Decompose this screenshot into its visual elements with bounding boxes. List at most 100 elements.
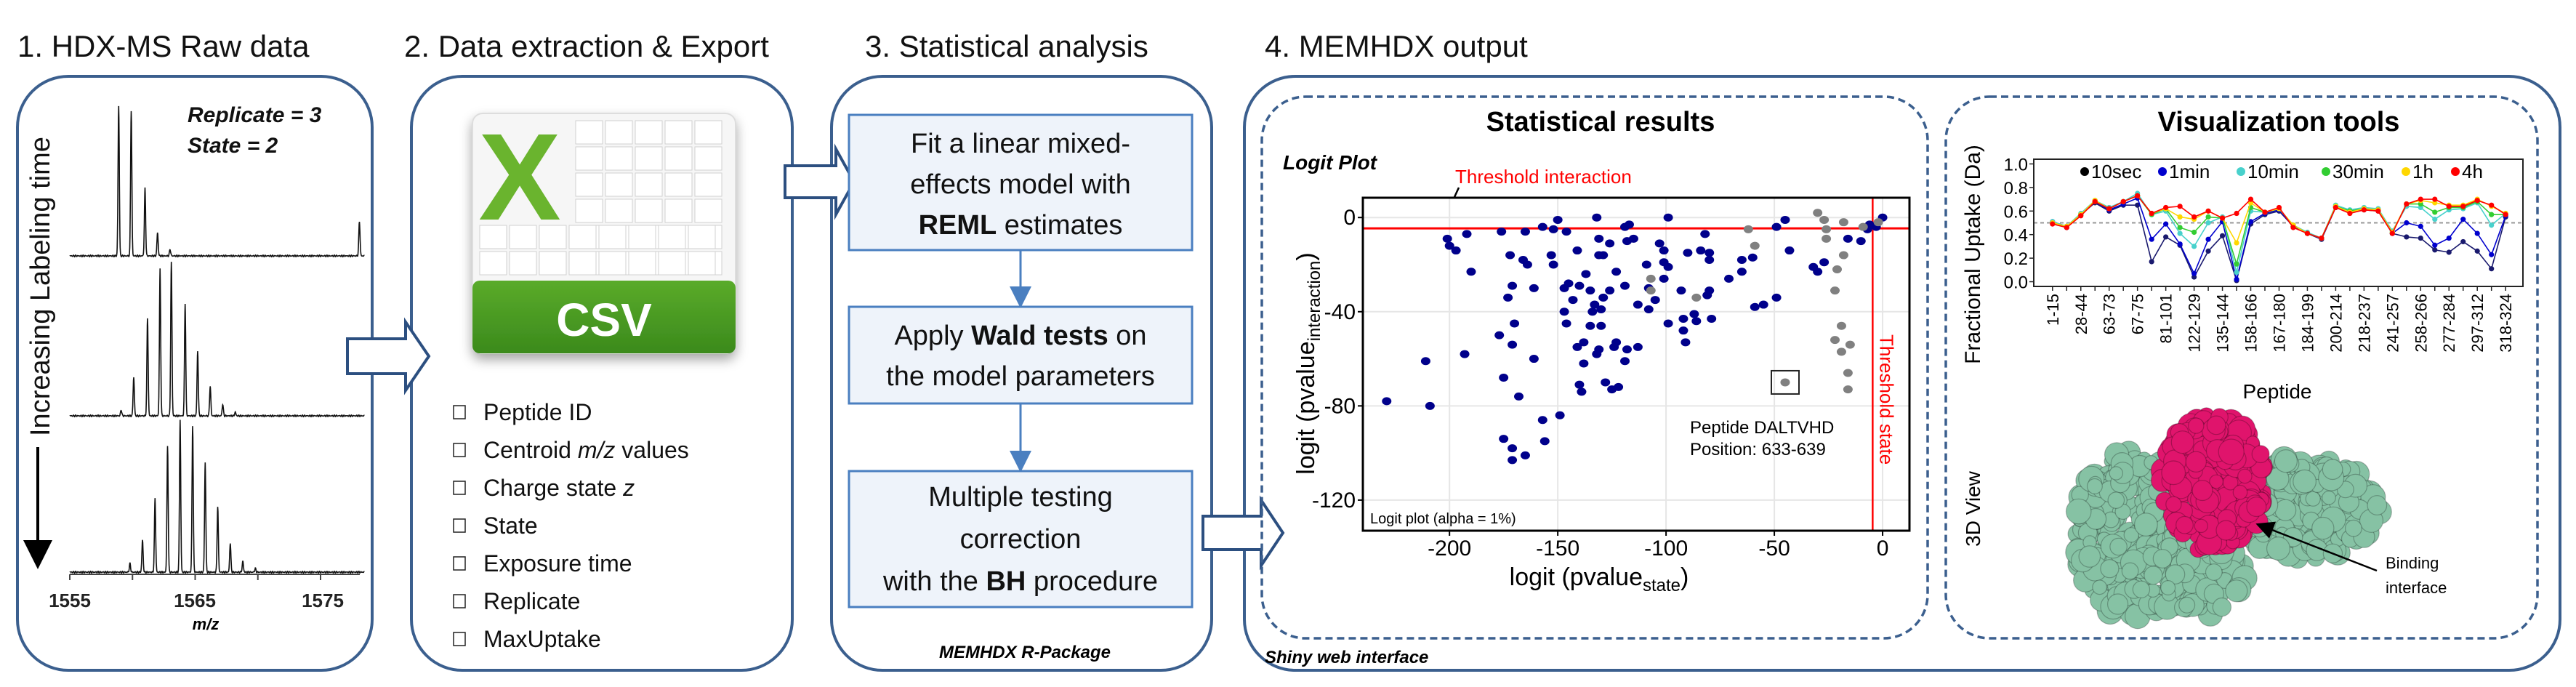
significant-peptide-point <box>1420 357 1430 366</box>
nonsignificant-peptide-point <box>1822 234 1832 243</box>
svg-text:Exposure time: Exposure time <box>483 550 632 576</box>
step-text: Fit a linear mixed- <box>911 129 1130 159</box>
significant-peptide-point <box>1678 326 1689 335</box>
grid-cell <box>605 172 633 197</box>
grid-cell <box>635 120 663 145</box>
significant-peptide-point <box>1442 234 1452 243</box>
significant-peptide-point <box>1704 256 1715 265</box>
nonsignificant-peptide-point <box>1832 265 1842 273</box>
series-point-4h <box>2503 212 2508 217</box>
series-point-4h <box>2205 208 2211 214</box>
legend-label: 10sec <box>2091 161 2141 182</box>
series-point-10min <box>2205 220 2211 226</box>
significant-peptide-point <box>1601 378 1611 387</box>
grid-cell <box>598 251 627 276</box>
surface-atom <box>2206 415 2226 435</box>
series-point-10sec <box>2489 266 2495 272</box>
series-point-4h <box>2262 209 2268 215</box>
significant-peptide-point <box>1594 234 1604 243</box>
significant-peptide-point <box>1704 249 1715 257</box>
significant-peptide-point <box>1579 338 1589 347</box>
significant-peptide-point <box>1574 281 1585 290</box>
significant-peptide-point <box>1614 382 1624 391</box>
panel2-title: 2. Data extraction & Export <box>404 29 769 63</box>
series-point-10sec <box>2404 234 2410 240</box>
uptake-x-label: Peptide <box>2243 380 2312 403</box>
grid-cell <box>568 225 597 249</box>
significant-peptide-point <box>1529 355 1539 363</box>
logit-plot: Logit Plot Threshold interaction -200 -15… <box>1283 151 1911 595</box>
grid-cell <box>664 172 693 197</box>
grid-cell <box>688 225 716 249</box>
nonsignificant-peptide-point <box>1750 241 1760 250</box>
significant-peptide-point <box>1522 260 1532 269</box>
binding-label: interface <box>2386 579 2447 597</box>
nonsignificant-peptide-point <box>1845 340 1855 349</box>
list-item: Charge state z <box>453 475 635 501</box>
x-tick-label: -50 <box>1758 537 1790 561</box>
significant-peptide-point <box>1592 213 1602 222</box>
surface-atom <box>2165 564 2186 584</box>
surface-atom <box>2191 480 2213 502</box>
series-point-1min <box>2474 230 2480 236</box>
series-point-4h <box>2361 207 2367 213</box>
svg-text:Peptide ID: Peptide ID <box>483 399 592 425</box>
surface-atom <box>2212 597 2232 617</box>
grid-cell <box>635 198 663 223</box>
surface-atom <box>2232 484 2248 500</box>
binding-interface-region <box>2150 407 2274 558</box>
significant-peptide-point <box>1510 319 1520 328</box>
nonsignificant-peptide-point <box>1843 385 1853 394</box>
significant-peptide-point <box>1633 342 1643 351</box>
list-item: Exposure time <box>453 550 632 576</box>
binding-pointer-arrow-icon <box>2255 521 2378 572</box>
threshold-interaction-label: Threshold interaction <box>1455 166 1632 188</box>
x-tick-label: 1-15 <box>2044 294 2062 326</box>
series-point-4h <box>2375 208 2381 214</box>
series-point-1min <box>2404 220 2410 226</box>
grid-cell <box>658 251 686 276</box>
checkbox-icon <box>453 594 466 608</box>
x-tick-label: 218-237 <box>2355 294 2373 353</box>
checkbox-icon <box>453 556 466 571</box>
significant-peptide-point <box>1843 234 1853 243</box>
surface-atom <box>2218 438 2245 465</box>
grid-cell <box>694 146 723 171</box>
alpha-footnote: Logit plot (alpha = 1%) <box>1370 511 1516 527</box>
surface-atom <box>2311 516 2335 540</box>
protein-3d-structure[interactable] <box>2065 407 2392 630</box>
x-tick-label: -150 <box>1536 537 1579 561</box>
series-point-10sec <box>2474 248 2480 254</box>
significant-peptide-point <box>1563 279 1574 288</box>
panel1-title: 1. HDX-MS Raw data <box>17 29 310 63</box>
nonsignificant-peptide-point <box>1691 293 1702 302</box>
step-text: Multiple testing <box>928 482 1112 513</box>
significant-peptide-point <box>1736 268 1747 276</box>
legend-label: 1h <box>2412 161 2434 182</box>
r-package-caption: MEMHDX R-Package <box>939 643 1111 662</box>
significant-peptide-point <box>1696 246 1706 255</box>
series-point-1min <box>2149 236 2154 242</box>
grid-cell <box>509 225 537 249</box>
mass-spectrum-1 <box>69 105 365 258</box>
significant-peptide-point <box>1676 286 1686 295</box>
significant-peptide-point <box>1561 319 1571 328</box>
x-tick-label: 28-44 <box>2072 294 2090 334</box>
series-point-30min <box>2489 212 2495 217</box>
surface-atom <box>2188 417 2205 434</box>
x-tick-label: 122-129 <box>2186 294 2204 353</box>
plot-background <box>1363 198 1909 531</box>
significant-peptide-point <box>1499 435 1509 443</box>
threshold-state-label: Threshold state <box>1875 334 1897 465</box>
grid-cell <box>575 146 603 171</box>
significant-peptide-point <box>1654 239 1665 248</box>
series-point-30min <box>2432 209 2438 215</box>
significant-peptide-point <box>1494 331 1505 340</box>
surface-atom <box>2175 515 2194 534</box>
surface-atom <box>2152 549 2173 569</box>
significant-peptide-point <box>1622 345 1632 354</box>
series-point-1min <box>2432 242 2438 248</box>
legend-label: 30min <box>2333 161 2384 182</box>
surface-atom <box>2237 468 2253 484</box>
